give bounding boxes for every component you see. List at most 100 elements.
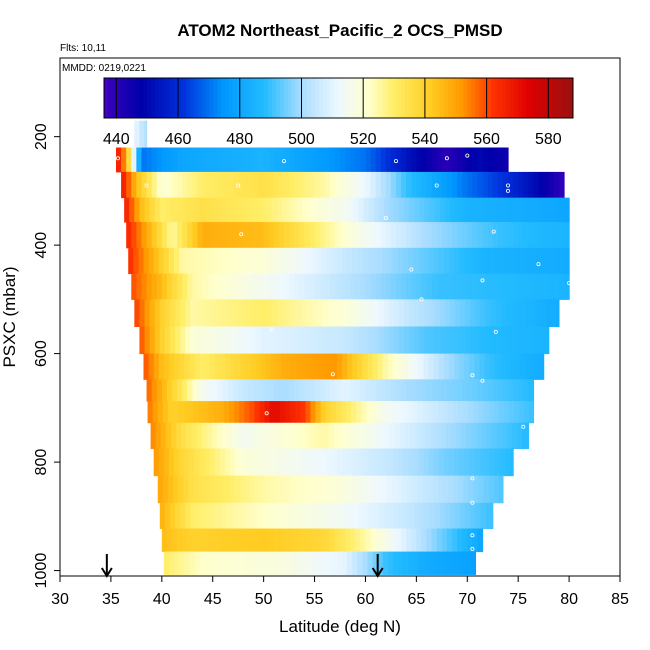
heatmap-cell	[457, 171, 463, 199]
heatmap-cell	[459, 448, 465, 477]
heatmap-cell	[170, 422, 177, 450]
heatmap-cell	[212, 273, 219, 300]
heatmap-cell	[141, 171, 148, 199]
heatmap-cell	[298, 422, 304, 450]
heatmap-cell	[238, 222, 244, 249]
heatmap-cell	[301, 448, 307, 477]
heatmap-cell	[435, 422, 442, 450]
heatmap-cell	[439, 197, 446, 223]
heatmap-cell	[458, 475, 464, 504]
heatmap-cell	[463, 475, 469, 504]
heatmap-cell	[513, 222, 519, 249]
heatmap-cell	[294, 528, 300, 553]
heatmap-cell	[437, 401, 444, 424]
heatmap-cell	[245, 551, 251, 575]
heatmap-cell	[302, 299, 309, 327]
heatmap-cell	[304, 379, 311, 402]
colorbar-segment	[342, 78, 347, 118]
heatmap-cell	[278, 171, 285, 199]
colorbar: 440 460 480 500 520 540 560 580	[103, 77, 574, 148]
heatmap-cell	[210, 197, 217, 223]
heatmap-cell	[271, 326, 278, 355]
heatmap-cell	[154, 197, 161, 223]
colorbar-segment	[182, 78, 187, 118]
heatmap-cell	[495, 299, 502, 327]
heatmap-cell	[156, 171, 163, 199]
colorbar-segment	[530, 78, 535, 118]
heatmap-cell	[286, 353, 292, 380]
heatmap-cell	[219, 353, 226, 380]
heatmap-cell	[190, 197, 197, 223]
sample-point-marker	[444, 156, 449, 161]
heatmap-cell	[270, 247, 277, 275]
y-axis-label: PSXC (mbar)	[0, 266, 19, 367]
heatmap-cell	[345, 222, 351, 249]
heatmap-cell	[253, 147, 260, 173]
heatmap-cell	[477, 147, 484, 173]
heatmap-cell	[380, 528, 387, 553]
heatmap-cell	[429, 502, 436, 530]
heatmap-cell	[311, 353, 318, 380]
heatmap-cell	[243, 273, 249, 300]
heatmap-cell	[394, 422, 401, 450]
heatmap-cell	[343, 299, 349, 327]
heatmap-cell	[564, 222, 570, 249]
heatmap-cell	[221, 422, 228, 450]
heatmap-cell	[401, 147, 407, 173]
heatmap-cell	[436, 273, 443, 300]
heatmap-cell	[177, 379, 183, 402]
heatmap-cell	[560, 247, 567, 275]
colorbar-segment	[463, 78, 468, 118]
chart-title: ATOM2 Northeast_Pacific_2 OCS_PMSD	[177, 21, 502, 40]
heatmap-cell	[141, 273, 148, 300]
heatmap-cell	[256, 299, 263, 327]
heatmap-cell	[187, 273, 193, 300]
heatmap-cell	[423, 247, 430, 275]
heatmap-cell	[258, 222, 265, 249]
heatmap-cell	[207, 379, 214, 402]
colorbar-segment	[334, 78, 339, 118]
sample-point-marker	[281, 159, 286, 164]
heatmap-cell	[489, 353, 496, 380]
colorbar-segment	[490, 78, 496, 118]
heatmap-cell	[231, 197, 237, 223]
heatmap-cell	[222, 171, 229, 199]
colorbar-segment	[498, 78, 504, 118]
heatmap-cell	[353, 502, 359, 530]
heatmap-cell	[522, 422, 528, 450]
heatmap-cell	[258, 147, 265, 173]
heatmap-cell	[393, 502, 400, 530]
heatmap-cell	[409, 299, 415, 327]
heatmap-cell	[314, 171, 321, 199]
heatmap-cell	[416, 528, 423, 553]
colorbar-segment	[561, 78, 566, 118]
heatmap-cell	[255, 448, 262, 477]
heatmap-cell	[462, 147, 468, 173]
heatmap-cell	[269, 401, 276, 424]
heatmap-cell	[357, 551, 363, 575]
heatmap-cell	[488, 401, 495, 424]
heatmap-cell	[350, 528, 356, 553]
heatmap-cell	[492, 171, 499, 199]
heatmap-cell	[479, 448, 486, 477]
heatmap-cell	[307, 502, 314, 530]
heatmap-cell	[383, 197, 390, 223]
heatmap-cell	[398, 448, 404, 477]
heatmap-cell	[222, 379, 229, 402]
sample-point-marker	[434, 183, 439, 188]
heatmap-cell	[355, 222, 361, 249]
colorbar-segment	[197, 78, 203, 118]
heatmap-cell	[144, 299, 151, 327]
heatmap-cell	[508, 273, 514, 300]
heatmap-cell	[336, 551, 343, 575]
heatmap-cell	[546, 326, 550, 355]
heatmap-cell	[350, 222, 356, 249]
heatmap-cell	[540, 247, 547, 275]
heatmap-cell	[460, 502, 466, 530]
sample-point-marker	[129, 134, 134, 139]
heatmap-cell	[419, 197, 426, 223]
heatmap-cell	[156, 379, 163, 402]
heatmap-cell	[550, 247, 557, 275]
heatmap-cell	[192, 147, 199, 173]
heatmap-cell	[159, 299, 166, 327]
